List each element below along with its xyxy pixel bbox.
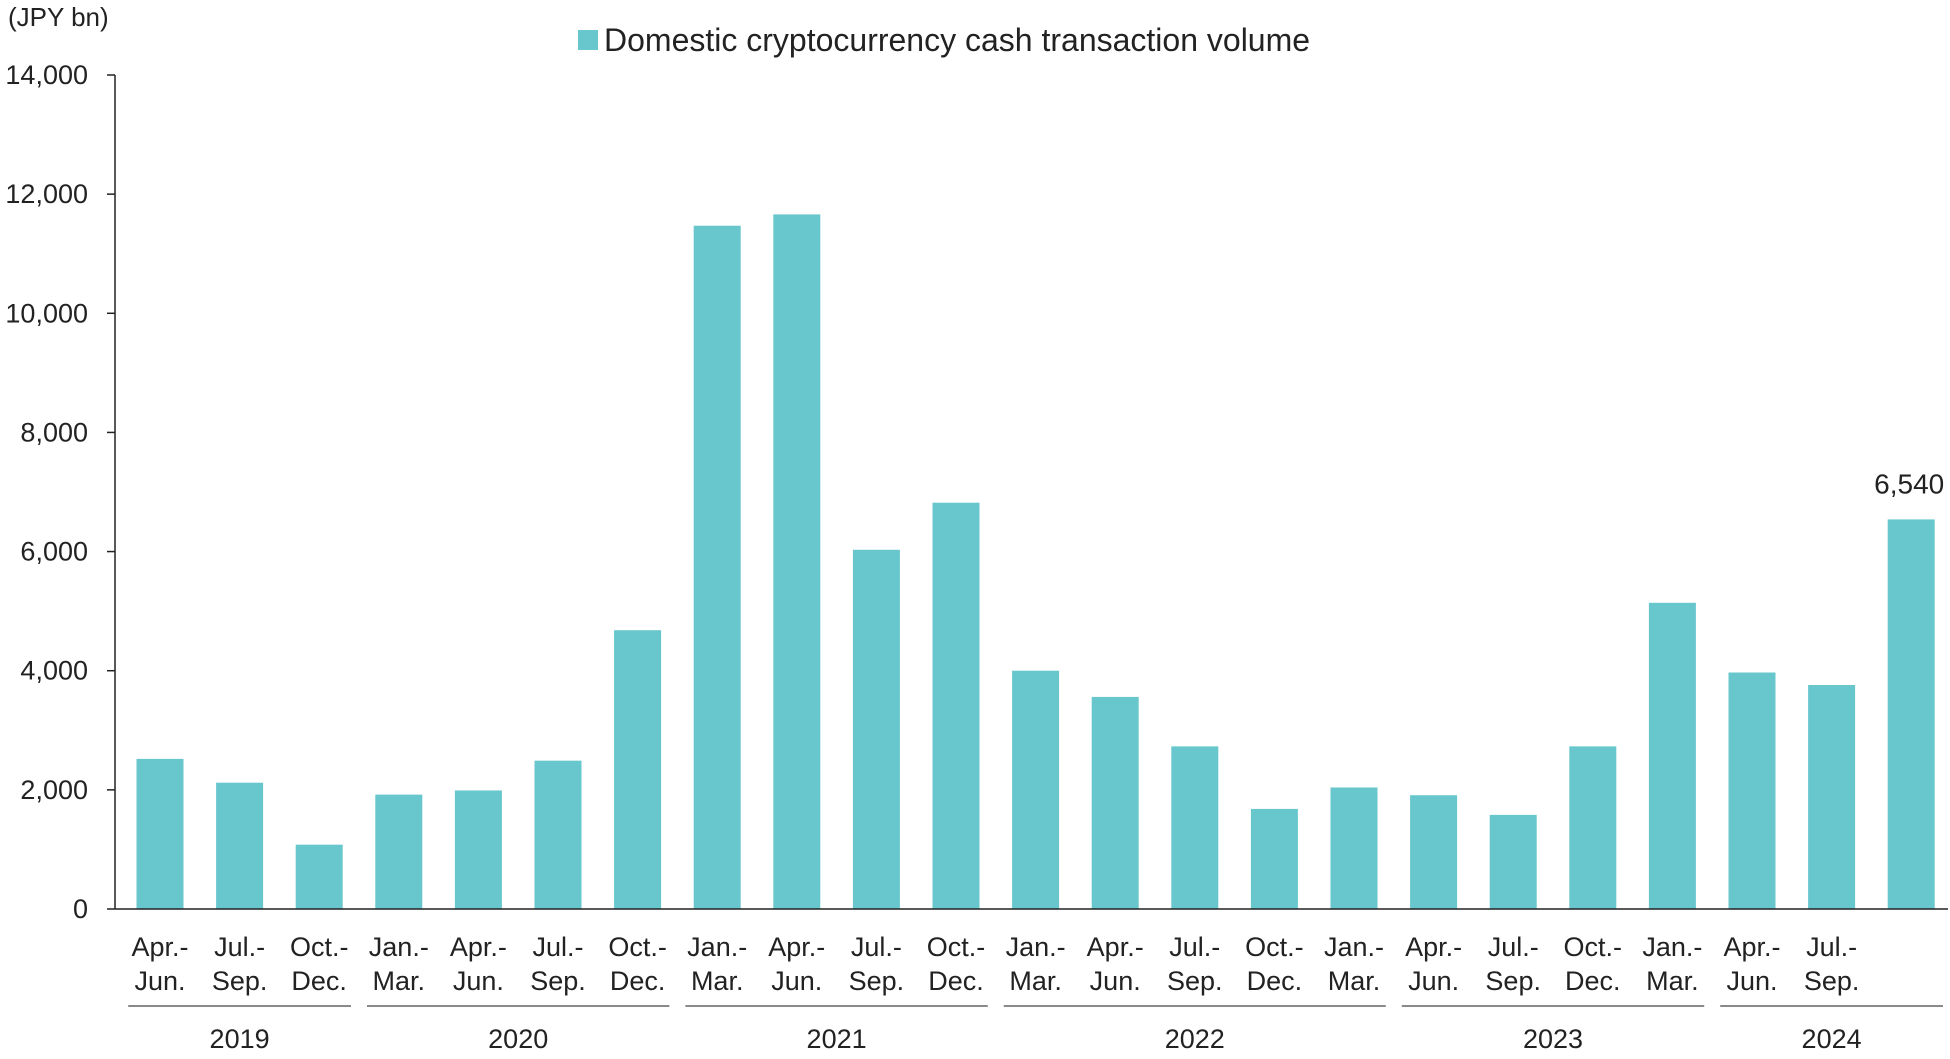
x-tick-label-line1: Apr.-	[1087, 932, 1144, 962]
x-tick-label-line1: Apr.-	[1723, 932, 1780, 962]
x-tick-label-line2: Mar.	[691, 966, 744, 996]
bar	[1887, 519, 1935, 909]
bar	[216, 782, 264, 909]
bar	[852, 549, 900, 909]
x-tick-label-line1: Jul.-	[214, 932, 265, 962]
bar	[1648, 602, 1696, 909]
bar	[375, 794, 423, 909]
x-tick-label-line2: Sep.	[1485, 966, 1541, 996]
y-tick-label: 0	[73, 894, 88, 924]
bar	[534, 760, 582, 909]
x-tick-label-line2: Mar.	[1009, 966, 1062, 996]
x-tick-label-line2: Sep.	[849, 966, 905, 996]
x-tick-label-line2: Dec.	[610, 966, 666, 996]
x-tick-label-line1: Oct.-	[1564, 932, 1623, 962]
bars	[136, 214, 1935, 910]
x-tick-label-line2: Jun.	[453, 966, 504, 996]
bar	[1489, 814, 1537, 909]
y-tick-label: 6,000	[20, 537, 88, 567]
y-tick-label: 2,000	[20, 775, 88, 805]
legend-swatch	[578, 30, 598, 50]
x-tick-label-line1: Apr.-	[131, 932, 188, 962]
bar	[454, 790, 502, 909]
x-tick-label-line2: Jun.	[771, 966, 822, 996]
x-axis: Apr.- Jun. Jul.- Sep. Oct.- Dec. Jan.- Mar. Apr.…	[115, 908, 1948, 996]
x-tick-label-line2: Dec.	[1565, 966, 1621, 996]
x-tick-label-line2: Dec.	[291, 966, 347, 996]
bar	[773, 214, 821, 909]
y-tick-label: 8,000	[20, 417, 88, 447]
x-tick-label-line1: Jul.-	[1806, 932, 1857, 962]
y-axis: 0 2,000 4,000 6,000 8,000 10,000 12,000 14,000	[5, 60, 116, 924]
year-label: 2019	[210, 1024, 270, 1054]
bar	[1250, 808, 1298, 909]
x-tick-label-line1: Apr.-	[450, 932, 507, 962]
x-tick-label-line2: Jun.	[1408, 966, 1459, 996]
x-tick-label-line2: Sep.	[212, 966, 268, 996]
x-tick-label-line1: Jan.-	[1642, 932, 1702, 962]
legend: Domestic cryptocurrency cash transaction…	[578, 22, 1310, 58]
x-tick-label-line2: Jun.	[1726, 966, 1777, 996]
y-tick-label: 12,000	[5, 179, 88, 209]
year-groups: 2019 2020 2021 2022 2023 2024	[128, 1005, 1943, 1054]
x-tick-label-line1: Jan.-	[369, 932, 429, 962]
x-tick-label-line2: Sep.	[1804, 966, 1860, 996]
x-tick-label-line1: Oct.-	[290, 932, 349, 962]
x-tick-label-line1: Jul.-	[851, 932, 902, 962]
x-tick-label-line1: Oct.-	[1245, 932, 1304, 962]
bar	[1012, 670, 1060, 909]
data-labels: 6,540	[1874, 468, 1944, 499]
x-tick-label-line1: Oct.-	[927, 932, 986, 962]
data-label: 6,540	[1874, 468, 1944, 499]
y-unit-label: (JPY bn)	[8, 2, 109, 32]
x-tick-label-line2: Mar.	[1646, 966, 1699, 996]
x-tick-label-line1: Apr.-	[768, 932, 825, 962]
bar	[295, 844, 343, 909]
x-tick-label-line1: Jul.-	[532, 932, 583, 962]
x-tick-label-line2: Mar.	[373, 966, 426, 996]
y-tick-label: 14,000	[5, 60, 88, 90]
bar	[1410, 795, 1458, 909]
y-tick-label: 10,000	[5, 298, 88, 328]
bar	[614, 630, 662, 909]
bar	[1091, 696, 1139, 909]
x-tick-label-line2: Jun.	[1090, 966, 1141, 996]
bar	[693, 225, 741, 910]
legend-label: Domestic cryptocurrency cash transaction…	[604, 22, 1310, 58]
bar	[1569, 746, 1617, 909]
bar	[1728, 672, 1776, 909]
x-tick-label-line2: Dec.	[1247, 966, 1303, 996]
x-tick-label-line1: Oct.-	[608, 932, 667, 962]
x-tick-label-line2: Sep.	[1167, 966, 1223, 996]
bar	[1330, 787, 1378, 909]
x-tick-label-line2: Mar.	[1328, 966, 1381, 996]
x-tick-label-line1: Jan.-	[1324, 932, 1384, 962]
bar	[932, 502, 980, 909]
y-tick-label: 4,000	[20, 656, 88, 686]
year-label: 2023	[1523, 1024, 1583, 1054]
x-tick-label-line2: Sep.	[530, 966, 586, 996]
year-label: 2024	[1802, 1024, 1862, 1054]
bar	[1808, 685, 1856, 909]
bar	[1171, 746, 1219, 909]
year-label: 2022	[1165, 1024, 1225, 1054]
year-label: 2021	[807, 1024, 867, 1054]
x-tick-label-line1: Jul.-	[1488, 932, 1539, 962]
bar	[136, 758, 184, 909]
x-tick-label-line1: Jan.-	[1006, 932, 1066, 962]
year-label: 2020	[488, 1024, 548, 1054]
x-tick-label-line2: Jun.	[134, 966, 185, 996]
x-tick-label-line1: Apr.-	[1405, 932, 1462, 962]
x-tick-label-line1: Jan.-	[687, 932, 747, 962]
x-tick-label-line2: Dec.	[928, 966, 984, 996]
x-tick-label-line1: Jul.-	[1169, 932, 1220, 962]
